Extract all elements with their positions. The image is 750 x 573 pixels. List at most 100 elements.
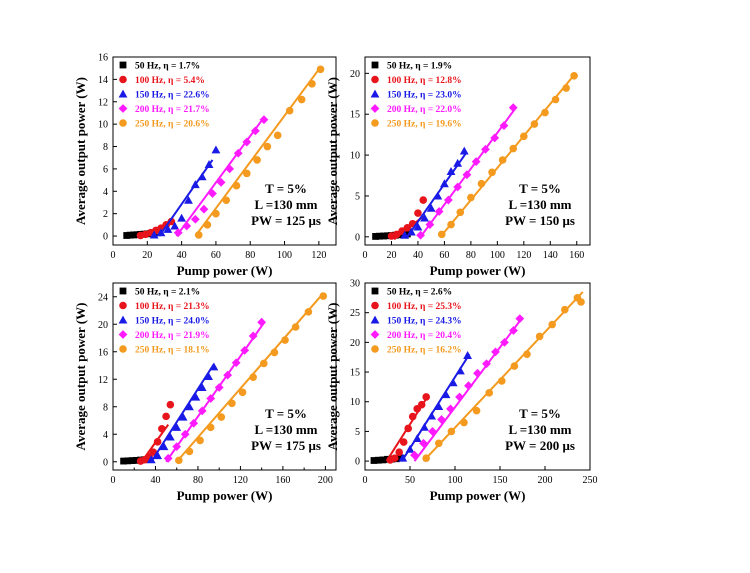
legend-entry: 150 Hz, η = 24.3% <box>387 317 462 327</box>
data-point <box>308 80 316 88</box>
series-2 <box>136 400 175 465</box>
data-point <box>197 383 207 392</box>
legend-marker <box>371 301 379 310</box>
y-tick-label: 25 <box>350 308 360 319</box>
data-point <box>184 195 193 204</box>
data-point <box>211 145 221 154</box>
x-tick-label: 40 <box>177 250 187 261</box>
data-point <box>223 370 233 380</box>
legend-marker <box>119 301 127 310</box>
data-point <box>375 456 382 464</box>
y-tick-label: 0 <box>355 457 360 468</box>
data-point <box>206 394 216 403</box>
data-point <box>446 167 456 175</box>
y-axis-title: Average output power (W) <box>325 77 340 225</box>
x-axis-title: Pump power (W) <box>177 263 273 278</box>
legend-entry: 150 Hz, η = 24.0% <box>135 317 210 327</box>
data-point <box>185 447 194 456</box>
data-point <box>225 164 235 174</box>
legend-entry: 150 Hz, η = 23.0% <box>387 91 462 101</box>
fit-line <box>194 66 322 237</box>
legend-marker <box>118 315 128 324</box>
data-point <box>159 442 169 451</box>
data-point <box>453 158 463 167</box>
data-point <box>304 308 313 316</box>
data-point <box>206 423 215 432</box>
data-point <box>259 115 269 125</box>
data-point <box>515 314 525 324</box>
data-point <box>419 438 428 448</box>
data-point <box>520 132 528 141</box>
x-tick-label: 250 <box>583 475 598 486</box>
legend-marker <box>370 315 380 324</box>
data-point <box>263 142 272 151</box>
data-point <box>209 362 219 371</box>
data-point <box>456 366 465 375</box>
data-point <box>204 160 214 168</box>
data-point <box>153 438 162 446</box>
x-tick-label: 140 <box>543 250 558 261</box>
data-point <box>249 373 257 381</box>
data-point <box>216 177 226 187</box>
fit-line <box>158 159 214 237</box>
legend-entry: 100 Hz, η = 12.8% <box>387 76 462 86</box>
data-point <box>530 120 539 128</box>
x-tick-label: 80 <box>466 250 476 261</box>
data-point <box>163 453 173 463</box>
data-point <box>172 422 182 431</box>
legend-marker <box>371 61 379 69</box>
data-point <box>551 95 560 104</box>
x-tick-label: 160 <box>569 250 584 261</box>
data-point <box>126 231 134 239</box>
data-point <box>291 323 300 331</box>
data-point <box>425 220 435 229</box>
annotation-line: L =130 mm <box>254 422 317 437</box>
data-point <box>427 411 436 420</box>
data-point <box>485 389 494 397</box>
data-point <box>422 393 431 401</box>
data-point <box>420 422 429 431</box>
x-tick-label: 100 <box>490 250 505 261</box>
plot-frame <box>364 282 591 471</box>
data-point <box>319 292 328 300</box>
x-tick-label: 80 <box>245 250 255 261</box>
series-4 <box>416 103 518 240</box>
data-point <box>509 144 518 153</box>
data-point <box>285 106 294 115</box>
data-point <box>130 231 137 239</box>
data-point <box>426 203 436 212</box>
legend-marker <box>119 75 127 84</box>
data-point <box>180 429 190 439</box>
data-point <box>379 456 387 464</box>
data-point <box>448 378 458 387</box>
legend-entry: 200 Hz, η = 20.4% <box>387 331 462 341</box>
data-point <box>166 400 175 409</box>
data-point <box>240 345 250 355</box>
fit-line <box>150 363 215 463</box>
annotation-line: PW = 175 μs <box>251 438 321 453</box>
annotation-line: PW = 125 μs <box>251 213 321 228</box>
data-point <box>443 195 453 205</box>
data-point <box>400 230 410 239</box>
data-point <box>153 451 162 460</box>
data-point <box>253 156 261 164</box>
chart-panel-4: 0 50 100 150 200 250 0 5 10 15 20 25 30 Pump power (W… <box>325 279 598 504</box>
data-point <box>191 392 201 401</box>
data-point <box>548 320 556 329</box>
data-point <box>420 213 429 222</box>
plot-frame <box>112 56 337 246</box>
data-point <box>146 455 156 464</box>
data-point <box>490 133 500 143</box>
x-tick-label: 120 <box>516 250 531 261</box>
data-point <box>238 388 247 397</box>
data-point <box>456 208 465 217</box>
data-point <box>259 359 268 368</box>
chart-panel-1: 0 20 40 60 80 100 120 0 2 4 6 8 10 12 14 16 Pump power (… <box>73 53 337 278</box>
data-point <box>273 131 282 140</box>
data-point <box>395 448 404 456</box>
data-point <box>177 213 187 222</box>
data-point <box>473 368 482 378</box>
series-5 <box>437 72 578 239</box>
data-point <box>243 169 251 178</box>
data-point <box>190 214 200 224</box>
